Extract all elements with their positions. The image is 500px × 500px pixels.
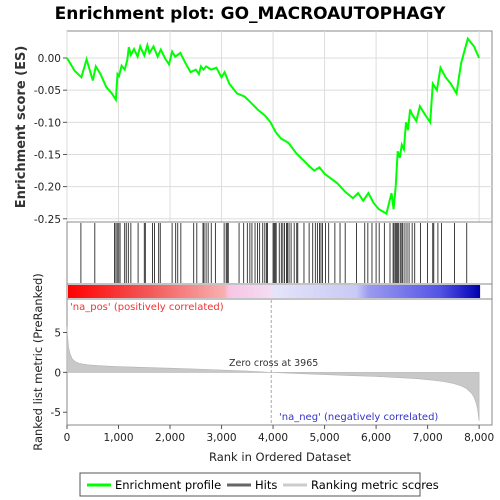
x-tick-label: 5,000 bbox=[310, 432, 340, 444]
x-axis-ticks: 0 1,000 2,000 3,000 4,000 5,000 6,000 7,000 8,00… bbox=[64, 425, 494, 444]
ranking-y-tick-label: 5 bbox=[54, 327, 61, 339]
zero-cross-label: Zero cross at 3965 bbox=[229, 358, 318, 369]
es-plot-frame bbox=[66, 30, 493, 223]
ranking-y-tick-label: -5 bbox=[51, 407, 61, 419]
ranking-y-tick-label: 0 bbox=[54, 367, 61, 379]
ranking-y-ticks: -5 0 5 bbox=[51, 327, 67, 419]
legend-hits-label: Hits bbox=[255, 478, 277, 492]
x-tick-label: 2,000 bbox=[155, 432, 185, 444]
x-tick-label: 3,000 bbox=[207, 432, 237, 444]
es-y-axis-label: Enrichment score (ES) bbox=[14, 46, 29, 209]
na-pos-label: 'na_pos' (positively correlated) bbox=[70, 302, 224, 313]
es-y-tick-label: 0.00 bbox=[38, 53, 61, 65]
ranking-plot-frame bbox=[66, 298, 493, 426]
es-y-tick-label: -0.25 bbox=[34, 214, 61, 226]
x-tick-label: 0 bbox=[64, 432, 71, 444]
x-tick-label: 4,000 bbox=[258, 432, 288, 444]
x-tick-label: 8,000 bbox=[464, 432, 494, 444]
na-neg-label: 'na_neg' (negatively correlated) bbox=[279, 412, 438, 423]
es-y-ticks: -0.25 -0.20 -0.15 -0.10 -0.05 0.00 bbox=[34, 53, 67, 226]
hits-panel bbox=[66, 221, 493, 285]
es-y-tick-label: -0.15 bbox=[34, 149, 61, 161]
es-panel: -0.25 -0.20 -0.15 -0.10 -0.05 0.00 Enrichment… bbox=[14, 30, 493, 226]
enrichment-profile-line bbox=[66, 36, 481, 216]
legend-enrichment-label: Enrichment profile bbox=[115, 478, 221, 492]
hit-markers bbox=[80, 223, 468, 283]
x-tick-label: 6,000 bbox=[361, 432, 391, 444]
x-tick-label: 1,000 bbox=[103, 432, 133, 444]
legend: Enrichment profile Hits Ranking metric s… bbox=[79, 472, 439, 497]
x-tick-label: 7,000 bbox=[413, 432, 443, 444]
x-axis-label: Rank in Ordered Dataset bbox=[209, 450, 352, 464]
chart-title: Enrichment plot: GO_MACROAUTOPHAGY bbox=[55, 4, 446, 24]
es-y-tick-label: -0.05 bbox=[34, 85, 61, 97]
ranking-metric-area bbox=[66, 326, 480, 422]
rank-color-band bbox=[68, 285, 481, 298]
legend-ranking-label: Ranking metric scores bbox=[311, 478, 439, 492]
es-y-tick-label: -0.20 bbox=[34, 182, 61, 194]
ranking-panel: -5 0 5 'na_pos' (positively correlated) Ze… bbox=[31, 273, 493, 451]
es-y-tick-label: -0.10 bbox=[34, 117, 61, 129]
ranking-y-axis-label: Ranked list metric (PreRanked) bbox=[31, 273, 45, 451]
